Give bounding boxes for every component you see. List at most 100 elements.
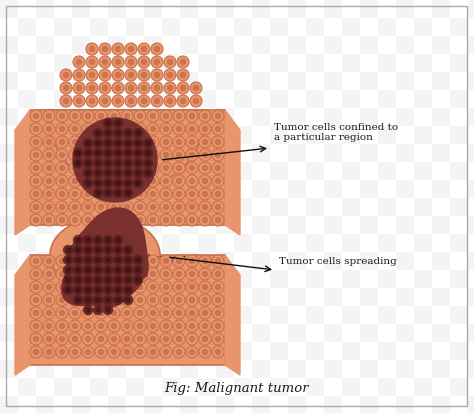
Circle shape [90,47,94,52]
Circle shape [125,178,129,183]
Bar [414,198,432,216]
Circle shape [125,337,129,342]
Circle shape [95,255,107,267]
Circle shape [59,271,64,277]
Circle shape [190,271,194,277]
Bar [180,360,198,378]
Bar [396,324,414,342]
Circle shape [56,149,68,161]
Circle shape [46,140,52,145]
Circle shape [173,346,185,358]
Circle shape [103,245,112,254]
Circle shape [125,69,137,81]
Circle shape [103,188,112,197]
Circle shape [125,166,129,171]
Circle shape [108,346,120,358]
Circle shape [111,152,117,157]
Circle shape [212,149,224,161]
Circle shape [56,123,68,135]
Circle shape [134,214,146,226]
Circle shape [147,294,159,306]
Bar [234,198,252,216]
Circle shape [69,175,81,187]
Circle shape [147,149,159,161]
Circle shape [76,59,82,64]
Bar [0,216,18,234]
Circle shape [56,294,68,306]
Circle shape [126,131,130,135]
Bar [342,378,360,396]
Circle shape [134,201,146,213]
Bar [270,162,288,180]
Bar [306,234,324,252]
Bar [288,180,306,198]
Bar [144,252,162,270]
Circle shape [137,178,143,183]
Circle shape [99,140,103,145]
Circle shape [85,152,91,157]
Circle shape [96,131,100,135]
Circle shape [150,166,155,171]
Circle shape [83,245,92,254]
Bar [378,378,396,396]
Circle shape [59,178,64,183]
Circle shape [83,149,92,157]
Bar [324,108,342,126]
Circle shape [86,278,90,282]
Bar [288,108,306,126]
Circle shape [93,295,102,304]
Circle shape [56,255,68,267]
Circle shape [147,307,159,319]
Circle shape [160,123,172,135]
Circle shape [83,306,92,315]
Bar [450,198,468,216]
Circle shape [176,114,182,119]
Circle shape [99,178,103,183]
Circle shape [85,218,91,223]
Circle shape [141,72,146,78]
Circle shape [93,138,102,147]
Circle shape [111,140,117,145]
Circle shape [134,307,146,319]
Bar [36,396,54,413]
Bar [36,72,54,90]
Circle shape [199,175,211,187]
Bar [234,18,252,36]
Bar [468,108,474,126]
Bar [126,270,144,288]
Bar [144,396,162,413]
Bar [216,0,234,18]
Circle shape [137,297,143,302]
Circle shape [212,333,224,345]
Circle shape [96,171,100,175]
Circle shape [96,151,100,155]
Bar [414,18,432,36]
Bar [288,216,306,234]
Circle shape [176,140,182,145]
Bar [18,342,36,360]
Circle shape [111,218,117,223]
Bar [162,270,180,288]
Circle shape [155,59,160,64]
Circle shape [66,278,70,282]
Circle shape [59,349,64,354]
Circle shape [76,258,80,262]
Circle shape [99,311,103,316]
Circle shape [34,259,38,263]
Bar [342,18,360,36]
Circle shape [199,294,211,306]
Bar [0,252,18,270]
Circle shape [30,110,42,122]
Circle shape [176,259,182,263]
Circle shape [212,214,224,226]
Circle shape [113,178,122,188]
Circle shape [124,149,133,157]
Circle shape [124,256,133,264]
Bar [342,270,360,288]
Circle shape [34,192,38,197]
Bar [396,144,414,162]
Circle shape [147,320,159,332]
Circle shape [186,333,198,345]
Circle shape [186,255,198,267]
Bar [180,108,198,126]
